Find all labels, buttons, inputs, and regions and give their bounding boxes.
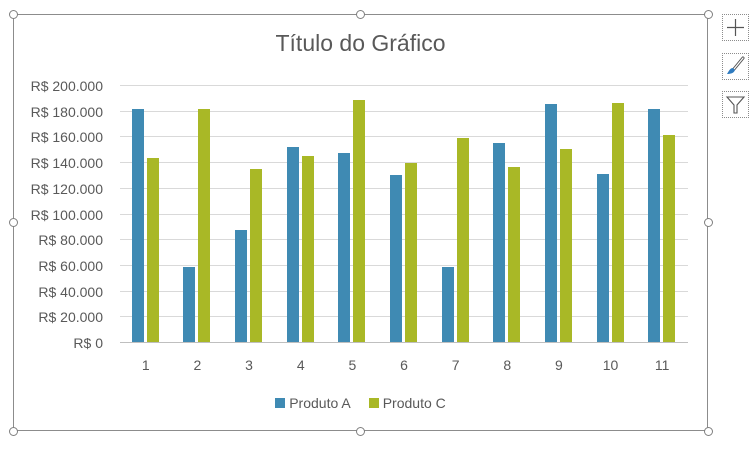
gridline (120, 187, 688, 189)
y-axis-tick-label: R$ 60.000 (38, 257, 103, 274)
x-axis-tick-label: 1 (141, 357, 150, 373)
bar-produto-a-8[interactable] (493, 142, 506, 342)
bar-produto-a-2[interactable] (183, 267, 196, 342)
bar-produto-c-3[interactable] (250, 168, 263, 342)
bar-produto-c-10[interactable] (611, 102, 624, 342)
resize-handle-middle-left[interactable] (9, 218, 18, 227)
bar-produto-c-9[interactable] (559, 149, 572, 342)
y-axis-tick-label: R$ 160.000 (30, 129, 103, 146)
bar-produto-c-5[interactable] (353, 100, 366, 342)
y-axis-tick-label: R$ 140.000 (30, 155, 103, 172)
x-axis-line (120, 342, 688, 343)
gridline (120, 110, 688, 112)
y-axis-tick-label: R$ 40.000 (38, 283, 103, 300)
legend-label: Produto A (289, 395, 351, 411)
gridline (120, 213, 688, 215)
y-axis-tick-label: R$ 180.000 (30, 103, 103, 120)
x-axis-tick-label: 6 (400, 357, 408, 373)
bar-produto-c-6[interactable] (405, 163, 417, 342)
bar-produto-c-7[interactable] (456, 137, 469, 342)
bar-produto-c-1[interactable] (146, 158, 159, 342)
bar-produto-a-11[interactable] (648, 109, 661, 342)
y-axis-tick-label: R$ 20.000 (38, 309, 103, 326)
resize-handle-top-right[interactable] (704, 10, 713, 19)
gridline (120, 85, 688, 86)
x-axis-tick-label: 5 (348, 357, 357, 373)
y-axis-tick-label: R$ 0 (73, 335, 103, 351)
y-axis-tick-label: R$ 80.000 (38, 232, 103, 249)
resize-handle-top-center[interactable] (356, 10, 365, 19)
legend-swatch (368, 398, 379, 408)
legend-label: Produto C (382, 395, 446, 411)
chart-legend[interactable]: Produto A Produto C (0, 395, 721, 411)
resize-handle-bottom-left[interactable] (9, 427, 18, 436)
x-axis-tick-label: 9 (555, 357, 563, 373)
gridline (120, 162, 688, 164)
bar-produto-a-4[interactable] (286, 146, 299, 342)
bar-produto-a-10[interactable] (596, 173, 609, 342)
bar-produto-a-5[interactable] (338, 153, 351, 342)
legend-item-produto-c[interactable]: Produto C (368, 395, 446, 411)
y-axis-tick-label: R$ 100.000 (30, 206, 103, 223)
paintbrush-icon (727, 56, 745, 74)
bar-produto-a-6[interactable] (390, 174, 402, 342)
x-axis-tick-label: 10 (602, 357, 619, 373)
resize-handle-bottom-center[interactable] (356, 427, 365, 436)
gridline (120, 290, 688, 292)
bar-produto-a-3[interactable] (235, 230, 248, 342)
legend-item-produto-a[interactable]: Produto A (275, 395, 351, 411)
x-axis-tick-label: 4 (296, 357, 305, 373)
bar-produto-c-2[interactable] (198, 109, 211, 342)
bar-produto-c-4[interactable] (301, 155, 314, 342)
y-axis-tick-label: R$ 120.000 (30, 180, 103, 197)
x-axis-tick-label: 8 (503, 357, 512, 373)
bar-produto-c-8[interactable] (508, 167, 521, 342)
y-axis-tick-label: R$ 200.000 (30, 78, 103, 94)
x-axis-tick-label: 7 (451, 357, 460, 373)
x-axis-tick-label: 3 (245, 357, 253, 373)
resize-handle-middle-right[interactable] (704, 218, 713, 227)
funnel-icon (725, 96, 746, 114)
x-axis-tick-label: 11 (654, 357, 670, 373)
bar-produto-c-11[interactable] (663, 135, 676, 342)
gridline (120, 316, 688, 318)
resize-handle-top-left[interactable] (9, 10, 18, 19)
x-axis-tick-label: 2 (193, 357, 202, 373)
plus-icon (727, 19, 744, 36)
resize-handle-bottom-right[interactable] (704, 427, 713, 436)
gridline (120, 264, 688, 266)
chart-title[interactable]: Título do Gráfico (275, 30, 446, 56)
gridline (120, 239, 688, 241)
bar-produto-a-1[interactable] (131, 109, 144, 342)
chart-filters-button[interactable] (722, 91, 749, 118)
chart-elements-button[interactable] (722, 14, 749, 41)
gridline (120, 136, 688, 138)
bar-produto-a-7[interactable] (441, 267, 454, 342)
chart-styles-button[interactable] (722, 53, 749, 80)
bar-produto-a-9[interactable] (544, 104, 557, 342)
legend-swatch (275, 398, 286, 408)
